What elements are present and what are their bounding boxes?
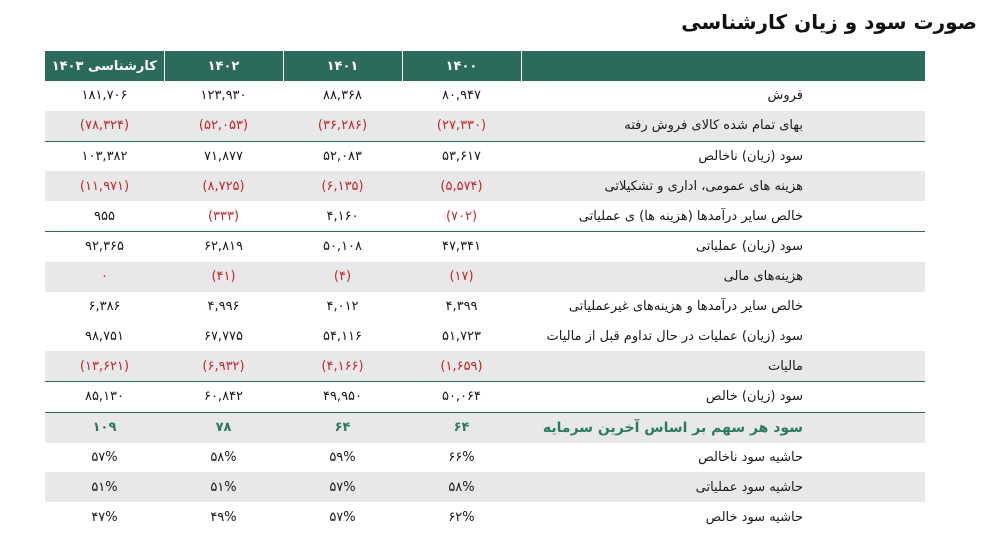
table-row: خالص سایر درآمدها (هزینه ها) ی عملیاتی (۷… — [45, 201, 925, 231]
row-value: ۶۲% — [448, 509, 475, 525]
row-value: ۵۸% — [210, 449, 237, 465]
row-value: (۲۷,۳۳۰) — [402, 110, 521, 142]
row-value: (۶,۱۳۵) — [283, 171, 402, 202]
row-value: ۴۹% — [210, 509, 237, 525]
row-label: حاشیه سود خالص — [705, 509, 803, 525]
row-label: هزینه های عمومی، اداری و تشکیلاتی — [521, 171, 925, 202]
row-value: ۱۲۳,۹۳۰ — [200, 88, 247, 104]
row-value: ۴۷,۳۴۱ — [402, 230, 521, 262]
row-value: (۴) — [283, 261, 402, 292]
table-row: هزینه‌های مالی (۱۷) (۴) (۴۱) ۰ — [45, 261, 925, 292]
row-value: (۴,۱۶۶) — [283, 351, 402, 382]
row-value: (۶,۹۳۲) — [164, 351, 283, 382]
row-value: (۱۷) — [402, 261, 521, 292]
row-value: ۴,۱۶۰ — [326, 208, 359, 224]
row-label: مالیات — [521, 351, 925, 382]
row-label: خالص سایر درآمدها (هزینه ها) ی عملیاتی — [578, 208, 803, 224]
row-value: ۶۲,۸۱۹ — [164, 230, 283, 262]
row-value: (۱۱,۹۷۱) — [45, 171, 164, 202]
table-row: هزینه های عمومی، اداری و تشکیلاتی (۵,۵۷۴)… — [45, 171, 925, 202]
table-row: حاشیه سود ناخالص ۶۶% ۵۹% ۵۸% ۵۷% — [45, 443, 925, 473]
row-value: ۴,۰۱۲ — [326, 298, 359, 314]
row-label: سود (زیان) ناخالص — [521, 140, 925, 172]
table-row: سود (زیان) خالص ۵۰,۰۶۴ ۴۹,۹۵۰ ۶۰,۸۴۲ ۸۵,۱۳۰ — [45, 380, 925, 413]
row-value: ۶,۳۸۶ — [88, 298, 121, 314]
row-label: سود هر سهم بر اساس آخرین سرمایه — [521, 411, 925, 443]
table-row: سود (زیان) عملیات در حال تداوم قبل از ما… — [45, 321, 925, 351]
row-value: ۵۳,۶۱۷ — [402, 140, 521, 172]
row-value: (۷۸,۳۲۴) — [45, 110, 164, 142]
row-label: سود (زیان) عملیات در حال تداوم قبل از ما… — [546, 328, 803, 344]
row-value: (۱,۶۵۹) — [402, 351, 521, 382]
row-label: حاشیه سود ناخالص — [698, 449, 803, 465]
row-value: ۹۲,۳۶۵ — [45, 230, 164, 262]
row-value: ۴,۹۹۶ — [207, 298, 240, 314]
row-label: حاشیه سود عملیاتی — [521, 472, 925, 503]
row-value: ۵۰,۱۰۸ — [283, 230, 402, 262]
row-value: ۶۷,۷۷۵ — [203, 328, 244, 344]
row-value: (۵,۵۷۴) — [402, 171, 521, 202]
row-value: ۶۴ — [283, 411, 402, 443]
row-label: هزینه‌های مالی — [521, 261, 925, 292]
row-label: بهای تمام شده کالای فروش رفته — [521, 110, 925, 142]
table-row: خالص سایر درآمدها و هزینه‌های غیرعملیاتی… — [45, 292, 925, 322]
row-value: ۸۰,۹۴۷ — [441, 88, 482, 104]
header-cell-1402: ۱۴۰۲ — [163, 51, 283, 81]
row-value: (۵۲,۰۵۳) — [164, 110, 283, 142]
table-row: فروش ۸۰,۹۴۷ ۸۸,۳۶۸ ۱۲۳,۹۳۰ ۱۸۱,۷۰۶ — [45, 81, 925, 111]
row-value: ۷۸ — [164, 411, 283, 443]
row-value: (۴۱) — [164, 261, 283, 292]
table-row: سود (زیان) عملیاتی ۴۷,۳۴۱ ۵۰,۱۰۸ ۶۲,۸۱۹ ۹۲,۳… — [45, 230, 925, 262]
row-value: ۵۱,۷۲۳ — [441, 328, 482, 344]
table-row: بهای تمام شده کالای فروش رفته (۲۷,۳۳۰) (۳۶… — [45, 110, 925, 142]
row-value: ۷۱,۸۷۷ — [164, 140, 283, 172]
row-value: ۸۵,۱۳۰ — [45, 380, 164, 413]
row-label: سود (زیان) خالص — [521, 380, 925, 413]
row-value: (۳۳۳) — [207, 208, 240, 224]
table-row: حاشیه سود خالص ۶۲% ۵۷% ۴۹% ۴۷% — [45, 502, 925, 532]
row-value: (۱۳,۶۲۱) — [45, 351, 164, 382]
header-cell-1403-estimate: کارشناسی ۱۴۰۳ — [45, 51, 164, 81]
row-value: ۶۴ — [402, 411, 521, 443]
table-row: سود هر سهم بر اساس آخرین سرمایه ۶۴ ۶۴ ۷۸ ۱۰۹ — [45, 411, 925, 443]
row-value: ۱۰۳,۳۸۲ — [45, 140, 164, 172]
row-value: ۵۷% — [91, 449, 118, 465]
row-value: ۶۰,۸۴۲ — [164, 380, 283, 413]
row-value: ۸۸,۳۶۸ — [322, 88, 363, 104]
row-value: (۷۰۲) — [445, 208, 478, 224]
row-value: ۴,۳۹۹ — [445, 298, 478, 314]
row-value: ۵۸% — [402, 472, 521, 503]
row-label: سود (زیان) عملیاتی — [521, 230, 925, 262]
row-value: ۵۲,۰۸۳ — [283, 140, 402, 172]
row-value: (۳۶,۲۸۶) — [283, 110, 402, 142]
income-statement-table: ۱۴۰۰ ۱۴۰۱ ۱۴۰۲ کارشناسی ۱۴۰۳ فروش ۸۰,۹۴۷ ۸… — [45, 51, 925, 532]
row-value: ۱۸۱,۷۰۶ — [81, 88, 128, 104]
table-row: حاشیه سود عملیاتی ۵۸% ۵۷% ۵۱% ۵۱% — [45, 472, 925, 503]
row-value: ۱۰۹ — [45, 411, 164, 443]
row-value: ۴۷% — [91, 509, 118, 525]
header-cell-1401: ۱۴۰۱ — [282, 51, 402, 81]
row-label: خالص سایر درآمدها و هزینه‌های غیرعملیاتی — [568, 298, 803, 314]
row-value: ۵۷% — [283, 472, 402, 503]
header-cell-label — [520, 51, 925, 81]
row-value: ۵۱% — [45, 472, 164, 503]
header-row: ۱۴۰۰ ۱۴۰۱ ۱۴۰۲ کارشناسی ۱۴۰۳ — [45, 51, 925, 81]
row-value: (۸,۷۲۵) — [164, 171, 283, 202]
page-title: صورت سود و زیان کارشناسی — [681, 10, 977, 34]
row-value: ۵۱% — [164, 472, 283, 503]
row-value: ۰ — [45, 261, 164, 292]
table-row: مالیات (۱,۶۵۹) (۴,۱۶۶) (۶,۹۳۲) (۱۳,۶۲۱) — [45, 351, 925, 382]
table-row: سود (زیان) ناخالص ۵۳,۶۱۷ ۵۲,۰۸۳ ۷۱,۸۷۷ ۱۰۳,۳… — [45, 140, 925, 172]
row-value: ۵۴,۱۱۶ — [322, 328, 363, 344]
header-cell-1400: ۱۴۰۰ — [401, 51, 521, 81]
row-value: ۹۸,۷۵۱ — [84, 328, 125, 344]
row-value: ۴۹,۹۵۰ — [283, 380, 402, 413]
row-value: ۵۷% — [329, 509, 356, 525]
row-value: ۵۹% — [329, 449, 356, 465]
row-value: ۵۰,۰۶۴ — [402, 380, 521, 413]
row-label: فروش — [767, 88, 803, 104]
row-value: ۶۶% — [448, 449, 475, 465]
row-value: ۹۵۵ — [94, 208, 115, 224]
